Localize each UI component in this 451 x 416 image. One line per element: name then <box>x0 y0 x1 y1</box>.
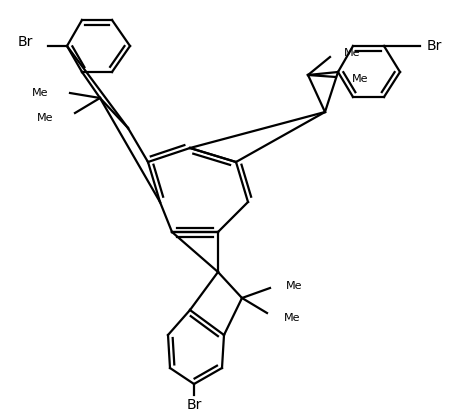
Text: Br: Br <box>186 398 202 412</box>
Text: Me: Me <box>286 281 302 291</box>
Text: Me: Me <box>37 113 53 123</box>
Text: Me: Me <box>284 313 300 323</box>
Text: Me: Me <box>352 74 368 84</box>
Text: Me: Me <box>344 48 360 58</box>
Text: Br: Br <box>427 39 442 53</box>
Text: Me: Me <box>32 88 48 98</box>
Text: Br: Br <box>18 35 33 49</box>
